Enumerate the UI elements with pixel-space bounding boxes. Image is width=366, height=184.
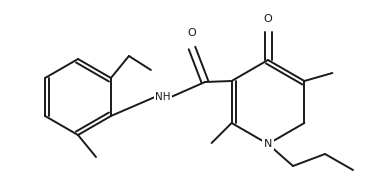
Text: NH: NH — [155, 92, 171, 102]
Text: N: N — [264, 139, 272, 149]
Text: O: O — [264, 14, 272, 24]
Text: O: O — [188, 28, 197, 38]
